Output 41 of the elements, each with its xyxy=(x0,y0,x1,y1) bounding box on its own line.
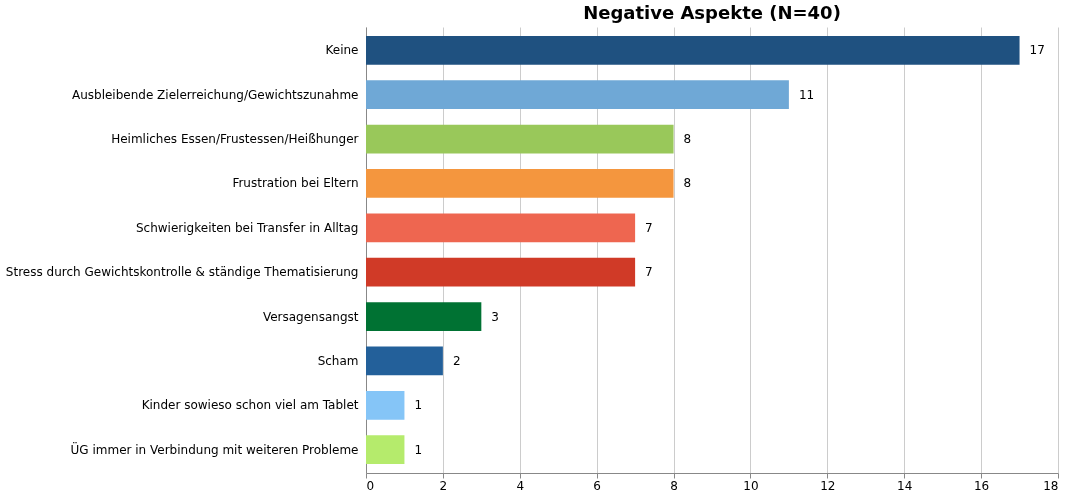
bar xyxy=(366,124,674,154)
y-tick-label: Frustration bei Eltern xyxy=(232,176,359,191)
data-label: 8 xyxy=(683,176,692,191)
data-label: 2 xyxy=(452,353,461,368)
data-label: 1 xyxy=(414,442,423,457)
y-tick-label: Ausbleibende Zielerreichung/Gewichtszunahme xyxy=(71,87,359,102)
data-label: 7 xyxy=(645,220,653,235)
data-label: 7 xyxy=(645,265,653,280)
bar xyxy=(366,302,482,331)
y-tick-label: Kinder sowieso schon viel am Tablet xyxy=(141,398,359,413)
chart-title: Negative Aspekte (N=40) xyxy=(583,2,841,23)
bar xyxy=(366,35,1020,65)
y-tick-label: ÜG immer in Verbindung mit weiteren Probleme xyxy=(70,440,359,457)
x-tick-label: 18 xyxy=(1043,478,1059,493)
y-tick-label: Stress durch Gewichtskontrolle & ständige Thematisierung xyxy=(5,265,359,280)
bar xyxy=(366,435,405,465)
x-tick-label: 0 xyxy=(366,478,375,493)
bar xyxy=(366,346,443,376)
x-tick-label: 2 xyxy=(439,478,448,493)
x-tick-label: 6 xyxy=(593,478,601,493)
x-tick-label: 14 xyxy=(897,478,913,493)
y-tick-label: Heimliches Essen/Frustessen/Heißhunger xyxy=(111,132,359,147)
data-label: 8 xyxy=(683,132,692,147)
bar xyxy=(366,390,405,420)
y-tick-label: Keine xyxy=(325,43,359,58)
bar xyxy=(366,257,636,287)
data-label: 17 xyxy=(1029,43,1045,58)
y-tick-label: Schwierigkeiten bei Transfer in Alltag xyxy=(135,220,359,235)
bar xyxy=(366,169,674,198)
data-label: 11 xyxy=(798,87,815,102)
x-tick-label: 8 xyxy=(670,478,678,493)
data-label: 3 xyxy=(491,309,499,324)
bar xyxy=(366,213,636,243)
x-tick-label: 12 xyxy=(820,478,836,493)
x-tick-label: 16 xyxy=(973,478,990,493)
data-label: 1 xyxy=(414,398,423,413)
y-tick-label: Versagensangst xyxy=(262,309,359,324)
bar xyxy=(366,80,789,110)
x-tick-label: 4 xyxy=(516,478,525,493)
x-tick-label: 10 xyxy=(743,478,759,493)
y-tick-label: Scham xyxy=(317,353,359,368)
